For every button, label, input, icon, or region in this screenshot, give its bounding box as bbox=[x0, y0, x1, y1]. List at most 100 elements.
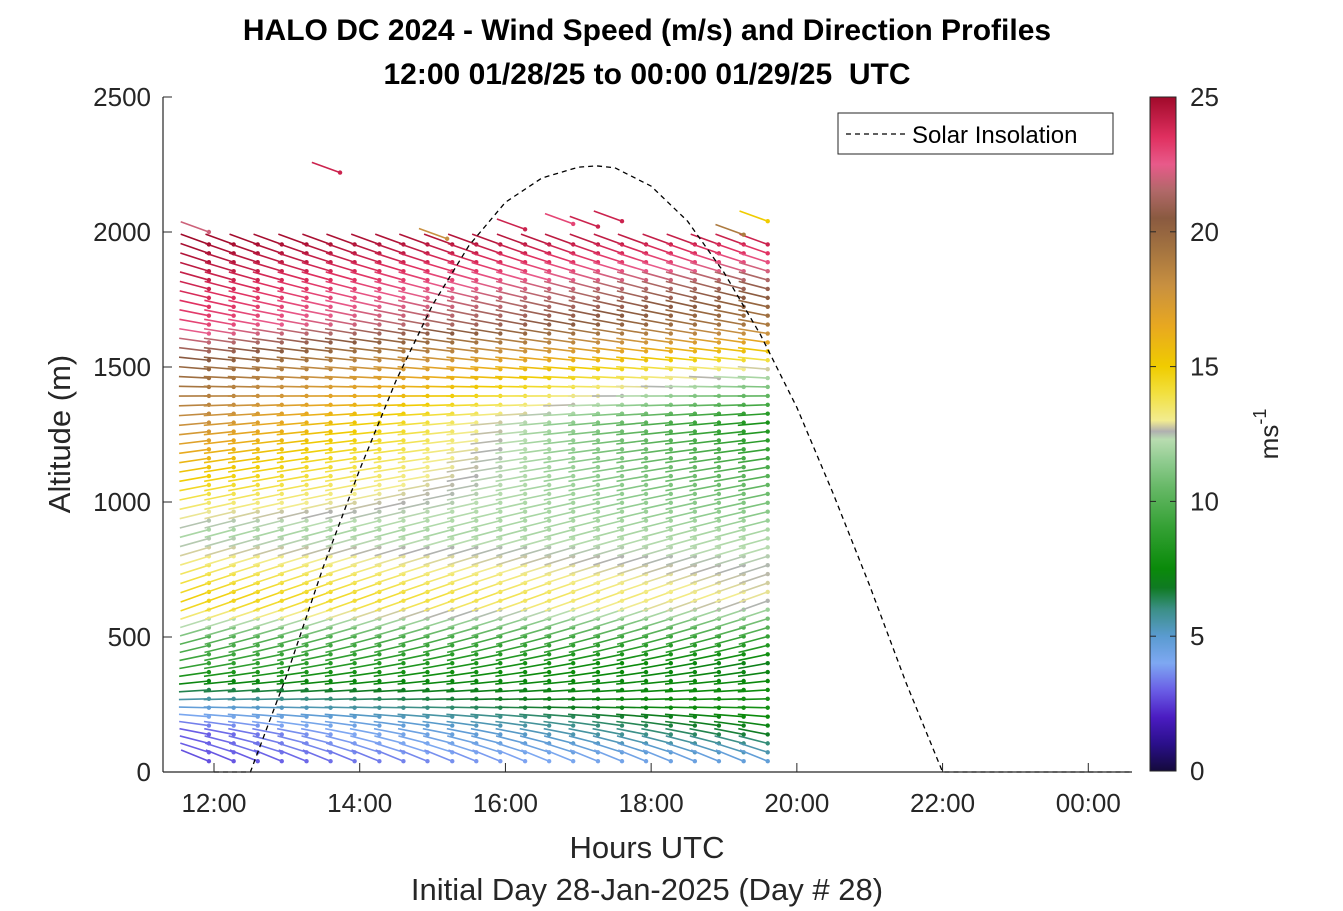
wind-barb bbox=[737, 337, 768, 344]
wind-barb-point bbox=[450, 295, 455, 301]
wind-barb-point bbox=[474, 313, 479, 318]
wind-barb bbox=[519, 466, 550, 473]
wind-barb bbox=[664, 421, 695, 427]
wind-barb-point bbox=[570, 366, 576, 372]
wind-barb bbox=[737, 680, 768, 685]
wind-barb bbox=[738, 309, 768, 317]
wind-barb bbox=[278, 233, 307, 246]
wind-barb bbox=[423, 582, 453, 594]
wind-barb bbox=[350, 528, 380, 539]
wind-barb-point bbox=[206, 464, 212, 470]
wind-barb-point bbox=[741, 331, 746, 336]
wind-barb bbox=[592, 635, 623, 646]
wind-barb bbox=[665, 617, 696, 629]
wind-barb bbox=[227, 375, 258, 379]
wind-barb-point bbox=[570, 331, 576, 336]
wind-barb bbox=[422, 318, 453, 326]
wind-barb-point bbox=[619, 652, 625, 657]
wind-barb bbox=[496, 252, 526, 264]
wind-barb bbox=[495, 635, 526, 646]
wind-barb-point bbox=[304, 500, 309, 506]
wind-barb bbox=[737, 421, 768, 427]
wind-barb bbox=[738, 290, 768, 299]
wind-barb bbox=[324, 318, 355, 326]
wind-barb bbox=[519, 299, 550, 308]
wind-barb bbox=[543, 346, 574, 353]
wind-barb-point bbox=[255, 331, 260, 336]
wind-barb bbox=[544, 242, 574, 255]
wind-barb bbox=[446, 365, 477, 370]
wind-barb bbox=[276, 680, 307, 685]
wind-barb-point bbox=[522, 643, 528, 648]
wind-barb bbox=[688, 421, 719, 427]
wind-barb-point bbox=[595, 473, 601, 479]
wind-barb bbox=[204, 735, 234, 745]
wind-barb bbox=[423, 280, 453, 290]
wind-barb bbox=[520, 261, 550, 272]
wind-barb bbox=[737, 448, 768, 455]
wind-barb bbox=[689, 528, 720, 539]
wind-barb-point bbox=[328, 349, 333, 354]
wind-barb bbox=[665, 457, 695, 464]
wind-barb bbox=[641, 519, 672, 529]
wind-barb-point bbox=[522, 482, 528, 488]
wind-barb-point bbox=[401, 723, 406, 728]
wind-barb-point bbox=[328, 447, 333, 452]
wind-barb bbox=[592, 689, 623, 693]
wind-barb bbox=[664, 430, 695, 436]
wind-barb bbox=[543, 689, 574, 693]
wind-barb-point bbox=[206, 669, 212, 675]
chart-subtitle: 12:00 01/28/25 to 00:00 01/29/25 UTC bbox=[384, 58, 911, 91]
wind-barb-point bbox=[498, 509, 503, 514]
wind-barb bbox=[543, 502, 574, 511]
wind-barb-point bbox=[765, 634, 770, 639]
wind-barb-point bbox=[765, 447, 770, 452]
wind-barb bbox=[350, 635, 380, 646]
wind-barb bbox=[713, 365, 744, 370]
wind-barb bbox=[374, 635, 404, 646]
wind-barb-point bbox=[716, 509, 722, 514]
wind-barb-point bbox=[279, 723, 284, 728]
wind-barb bbox=[180, 582, 210, 594]
wind-barb-point bbox=[668, 349, 674, 354]
wind-barb-point bbox=[643, 438, 649, 443]
wind-barb-point bbox=[425, 366, 430, 372]
wind-barb bbox=[738, 653, 768, 662]
wind-barb bbox=[715, 223, 744, 236]
wind-barb bbox=[592, 421, 623, 427]
wind-barb bbox=[203, 365, 234, 370]
wind-barb bbox=[179, 290, 210, 299]
wind-barb-point bbox=[474, 536, 479, 541]
wind-barb bbox=[569, 742, 599, 754]
wind-barb-point bbox=[595, 331, 601, 336]
wind-barb bbox=[665, 537, 696, 548]
wind-barb-point bbox=[619, 491, 625, 497]
wind-barb bbox=[398, 271, 428, 281]
wind-barb-point bbox=[279, 438, 284, 443]
wind-barb-point bbox=[231, 759, 236, 764]
wind-barb-point bbox=[304, 420, 309, 425]
wind-barb bbox=[495, 528, 526, 539]
wind-barb bbox=[617, 591, 647, 603]
wind-barb-point bbox=[522, 227, 528, 232]
wind-barb bbox=[519, 662, 550, 670]
wind-barb bbox=[301, 537, 331, 548]
wind-barb bbox=[447, 735, 477, 745]
wind-barb bbox=[180, 617, 210, 629]
wind-barb bbox=[447, 564, 477, 576]
wind-barb bbox=[713, 671, 744, 678]
wind-barb bbox=[569, 564, 599, 576]
wind-barb bbox=[714, 519, 744, 529]
wind-barb bbox=[713, 689, 744, 693]
wind-barb-point bbox=[765, 331, 770, 336]
wind-barb-point bbox=[570, 482, 576, 488]
wind-barbs-layer bbox=[178, 161, 770, 764]
wind-barb bbox=[252, 555, 282, 566]
wind-barb bbox=[300, 448, 331, 455]
wind-barb-point bbox=[546, 429, 552, 434]
wind-barb bbox=[251, 689, 282, 693]
wind-barb bbox=[227, 720, 258, 727]
wind-barb-point bbox=[765, 464, 770, 470]
wind-barb-point bbox=[328, 669, 333, 675]
